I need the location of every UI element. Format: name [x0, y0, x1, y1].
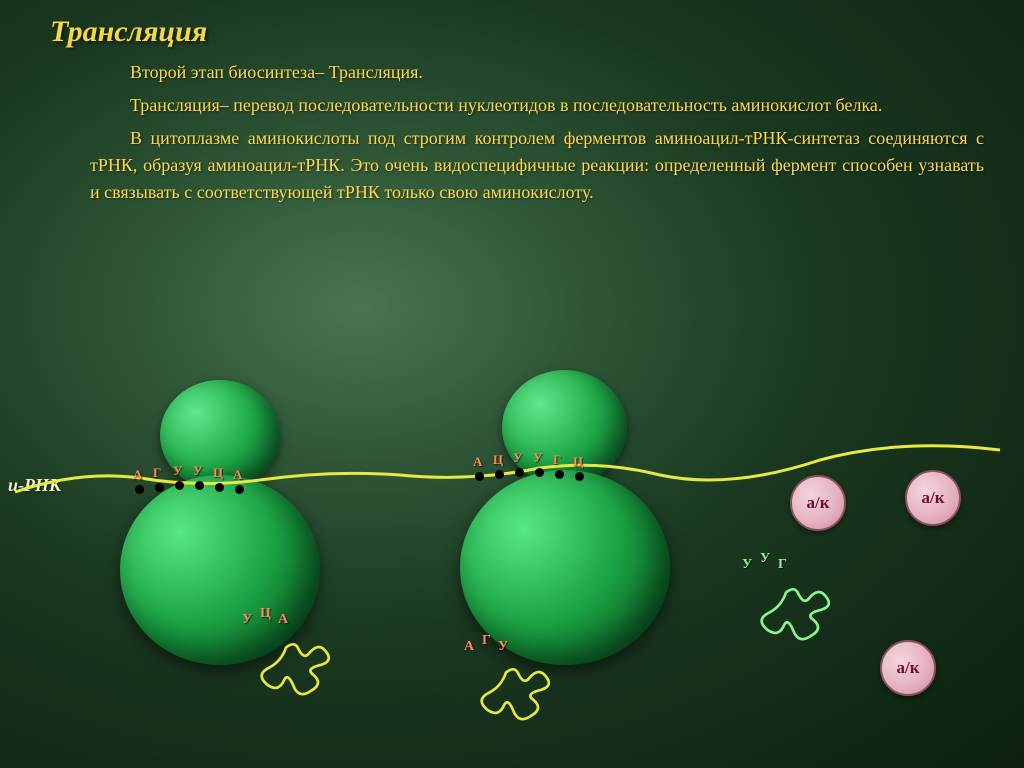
paragraph-2: Трансляция– перевод последовательности н…: [90, 92, 984, 119]
codon-letter: У: [173, 463, 183, 479]
codon-dot: [555, 470, 564, 479]
mrna-label: и-РНК: [8, 475, 61, 496]
codon-dot: [195, 481, 204, 490]
trna-3: УУГ: [750, 575, 840, 660]
codon-dot: [155, 483, 164, 492]
trna-anticodon-letter: У: [498, 639, 508, 655]
codon-dot: [235, 485, 244, 494]
codon-letter: Ц: [573, 454, 583, 470]
codon-letter: Г: [553, 452, 561, 468]
codon-letter: Ц: [213, 465, 223, 481]
codon-dot: [575, 472, 584, 481]
codon-letter: А: [473, 454, 482, 470]
codon-dot: [135, 485, 144, 494]
codon-letter: У: [513, 450, 523, 466]
title-text: Трансляция: [50, 15, 207, 48]
trna-anticodon-letter: У: [760, 551, 770, 567]
trna-anticodon-letter: У: [742, 557, 752, 573]
codon-letter: У: [533, 450, 543, 466]
codon-dot: [215, 483, 224, 492]
paragraph-1: Второй этап биосинтеза– Трансляция.: [90, 59, 984, 86]
trna-anticodon-letter: Г: [482, 633, 491, 649]
codon-letter: У: [193, 463, 203, 479]
codon-letter: А: [133, 467, 142, 483]
codon-letter: А: [233, 467, 242, 483]
codon-dot: [475, 472, 484, 481]
aminoacid-2: а/к: [905, 470, 961, 526]
codon-dot: [175, 481, 184, 490]
trna-anticodon-letter: У: [242, 612, 252, 628]
trna-1: УЦА: [250, 630, 340, 715]
codon-dot: [535, 468, 544, 477]
aminoacid-1: а/к: [790, 475, 846, 531]
trna-2: АГУ: [470, 655, 560, 740]
codon-dot: [515, 468, 524, 477]
ribosome-2-large-subunit: [460, 470, 670, 665]
slide-title: Трансляция: [0, 0, 1024, 49]
trna-anticodon-letter: А: [464, 639, 474, 655]
codon-dot: [495, 470, 504, 479]
codon-letter: Ц: [493, 452, 503, 468]
trna-anticodon-letter: Ц: [260, 606, 271, 622]
trna-anticodon-letter: Г: [778, 557, 787, 573]
trna-anticodon-letter: А: [278, 612, 288, 628]
aminoacid-3: а/к: [880, 640, 936, 696]
paragraph-3: В цитоплазме аминокислоты под строгим ко…: [90, 125, 984, 206]
translation-diagram: и-РНК АГУУЦААЦУУГЦУЦААГУУУГа/ка/ка/к: [0, 320, 1024, 768]
body-text: Второй этап биосинтеза– Трансляция. Тран…: [0, 49, 1024, 206]
codon-letter: Г: [153, 465, 161, 481]
